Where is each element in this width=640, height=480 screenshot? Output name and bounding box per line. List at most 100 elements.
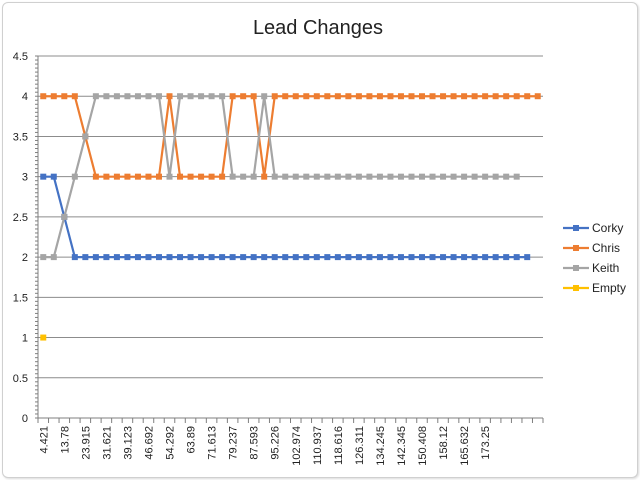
data-point-corky: [250, 254, 257, 261]
data-point-chris: [408, 93, 415, 100]
legend-item-keith: Keith: [563, 261, 619, 275]
data-point-chris: [376, 93, 383, 100]
data-point-corky: [145, 254, 152, 261]
data-point-keith: [513, 173, 520, 180]
y-tick-label: 3: [22, 172, 28, 184]
data-point-keith: [471, 173, 478, 180]
data-point-corky: [345, 254, 352, 261]
data-point-corky: [198, 254, 205, 261]
x-tick-label: 23.915: [80, 426, 92, 460]
data-point-chris: [271, 93, 278, 100]
y-tick-label: 2.5: [13, 212, 28, 224]
x-tick-label: 150.408: [417, 426, 429, 466]
data-point-chris: [240, 93, 247, 100]
data-point-keith: [271, 173, 278, 180]
data-point-keith: [187, 93, 194, 100]
x-tick-label: 134.245: [375, 426, 387, 466]
data-point-corky: [155, 254, 162, 261]
data-point-keith: [103, 93, 110, 100]
x-tick-label: 87.593: [249, 426, 261, 460]
data-point-chris: [429, 93, 436, 100]
data-point-chris: [155, 173, 162, 180]
data-point-corky: [261, 254, 268, 261]
data-point-chris: [492, 93, 499, 100]
data-point-corky: [103, 254, 110, 261]
data-point-corky: [471, 254, 478, 261]
data-point-corky: [229, 254, 236, 261]
data-point-corky: [376, 254, 383, 261]
data-point-corky: [440, 254, 447, 261]
data-point-chris: [303, 93, 310, 100]
legend-label-keith: Keith: [592, 261, 619, 275]
data-point-keith: [71, 173, 78, 180]
data-point-chris: [313, 93, 320, 100]
data-point-keith: [250, 173, 257, 180]
x-tick-label: 31.621: [101, 426, 113, 460]
y-tick-label: 0.5: [13, 373, 28, 385]
data-point-keith: [503, 173, 510, 180]
data-point-keith: [313, 173, 320, 180]
data-point-corky: [208, 254, 215, 261]
data-point-chris: [355, 93, 362, 100]
data-point-chris: [92, 173, 99, 180]
data-point-keith: [240, 173, 247, 180]
data-point-keith: [450, 173, 457, 180]
data-point-keith: [198, 93, 205, 100]
legend-item-empty: Empty: [563, 281, 626, 295]
legend-marker-corky: [573, 225, 579, 231]
data-point-keith: [440, 173, 447, 180]
data-point-chris: [397, 93, 404, 100]
data-point-corky: [503, 254, 510, 261]
data-point-keith: [134, 93, 141, 100]
data-point-corky: [40, 173, 47, 180]
data-point-chris: [513, 93, 520, 100]
x-tick-label: 39.123: [122, 426, 134, 460]
x-tick-label: 110.937: [312, 426, 324, 465]
data-point-empty: [40, 334, 47, 341]
legend-marker-keith: [573, 265, 579, 271]
series-keith: [40, 93, 520, 261]
data-point-keith: [345, 173, 352, 180]
data-point-chris: [482, 93, 489, 100]
data-point-chris: [324, 93, 331, 100]
data-point-corky: [82, 254, 89, 261]
data-point-corky: [366, 254, 373, 261]
data-point-chris: [124, 173, 131, 180]
x-tick-label: 126.311: [354, 426, 366, 465]
y-tick-label: 4.5: [13, 51, 28, 63]
data-point-corky: [387, 254, 394, 261]
data-point-keith: [92, 93, 99, 100]
data-point-corky: [124, 254, 131, 261]
data-point-keith: [387, 173, 394, 180]
data-point-keith: [482, 173, 489, 180]
data-point-corky: [303, 254, 310, 261]
chart-title: Lead Changes: [253, 17, 383, 39]
y-tick-label: 3.5: [13, 131, 28, 143]
data-point-chris: [524, 93, 531, 100]
data-point-keith: [376, 173, 383, 180]
data-point-chris: [134, 173, 141, 180]
data-point-chris: [50, 93, 57, 100]
series-empty: [40, 334, 47, 341]
data-point-keith: [355, 173, 362, 180]
data-point-keith: [219, 93, 226, 100]
data-point-chris: [334, 93, 341, 100]
data-point-corky: [461, 254, 468, 261]
data-point-keith: [229, 173, 236, 180]
data-point-keith: [397, 173, 404, 180]
y-tick-label: 1: [22, 333, 28, 345]
data-point-keith: [208, 93, 215, 100]
data-point-keith: [40, 254, 47, 261]
data-point-chris: [450, 93, 457, 100]
data-point-corky: [482, 254, 489, 261]
gridlines: [35, 55, 544, 423]
x-tick-label: 54.292: [165, 426, 177, 460]
data-point-keith: [419, 173, 426, 180]
data-point-keith: [50, 254, 57, 261]
data-point-corky: [282, 254, 289, 261]
data-point-chris: [282, 93, 289, 100]
data-point-chris: [177, 173, 184, 180]
data-point-chris: [292, 93, 299, 100]
data-point-keith: [124, 93, 131, 100]
